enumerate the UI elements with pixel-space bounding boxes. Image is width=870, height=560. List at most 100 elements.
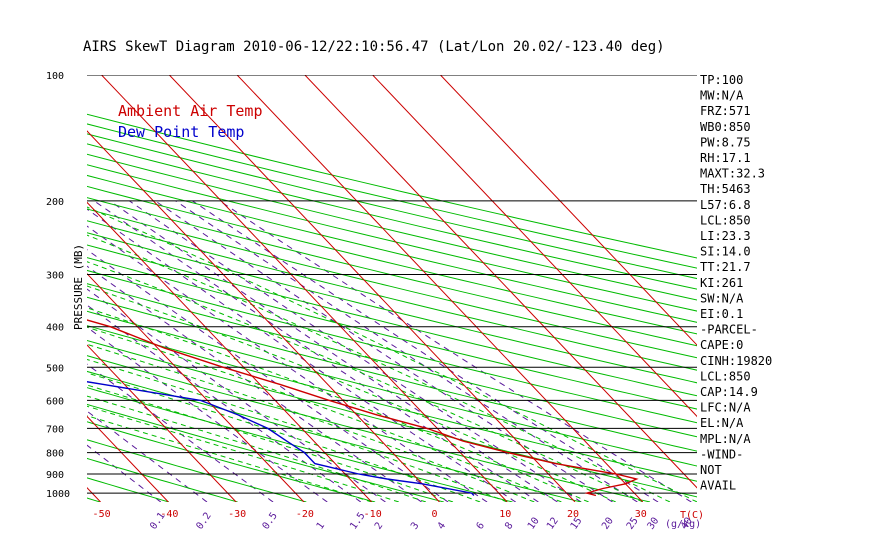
pressure-tick: 600 <box>46 396 64 407</box>
mixing-ratio-line <box>87 208 516 502</box>
pressure-tick: 400 <box>46 323 64 334</box>
bottom-temperature-tick: 10 <box>499 509 511 520</box>
bottom-temperature-tick: -20 <box>296 509 314 520</box>
dry-adiabats <box>87 113 697 502</box>
mixing-ratio-unit: (g/kg) <box>665 519 701 530</box>
dry-adiabat-line <box>87 339 697 498</box>
pressure-tick: 1000 <box>46 489 70 500</box>
moist-adiabat-line <box>87 234 671 502</box>
dry-adiabat-line <box>87 232 697 384</box>
ambient-air-temp-line <box>87 319 639 497</box>
y-axis-label: PRESSURE (MB) <box>72 244 85 330</box>
stat-item: EL:N/A <box>700 416 744 430</box>
dry-adiabat-line <box>87 197 697 347</box>
stat-item: SW:N/A <box>700 291 744 305</box>
pressure-tick: 300 <box>46 271 64 282</box>
stat-item: WB0:850 <box>700 120 751 134</box>
moist-adiabat-line <box>87 285 616 502</box>
isotherm-line <box>87 201 373 502</box>
isobars <box>87 75 697 494</box>
dry-adiabat-line <box>87 257 697 410</box>
dry-adiabat-line <box>87 370 582 502</box>
stat-item: LCL:850 <box>700 369 751 383</box>
diagram-grid <box>87 75 697 502</box>
mixing-ratio-line <box>109 200 558 502</box>
bottom-temperature-tick: -40 <box>160 509 178 520</box>
stat-item: PW:8.75 <box>700 135 751 149</box>
isotherm-line <box>304 75 697 489</box>
mixing-ratio-line <box>87 326 328 502</box>
dry-adiabat-line <box>87 220 697 371</box>
stat-item: MW:N/A <box>700 89 744 103</box>
mixing-ratio-tick: 1 <box>315 520 327 531</box>
mixing-ratio-tick: 0.5 <box>261 511 280 532</box>
dry-adiabat-line <box>87 208 697 359</box>
stat-item: TT:21.7 <box>700 260 751 274</box>
dry-adiabat-line <box>87 153 697 301</box>
stat-item: EI:0.1 <box>700 307 743 321</box>
dry-adiabat-line <box>87 174 697 323</box>
stat-item: MAXT:32.3 <box>700 167 765 181</box>
pressure-ticks: 100 200 300 400 500 600 700 800 900 1000 <box>46 71 70 500</box>
sounding-profiles <box>87 319 639 497</box>
dry-adiabat-line <box>87 244 697 397</box>
isotherm-line <box>87 344 237 502</box>
stat-item: SI:14.0 <box>700 245 751 259</box>
dry-adiabat-line <box>87 387 513 502</box>
stat-item: TH:5463 <box>700 182 751 196</box>
mixing-ratio-tick: 4 <box>436 520 448 531</box>
dry-adiabat-line <box>87 497 101 502</box>
dry-adiabat-line <box>87 133 697 280</box>
bottom-temperature-tick: -30 <box>228 509 246 520</box>
moist-adiabat-line <box>87 307 589 502</box>
stat-item: MPL:N/A <box>700 432 751 446</box>
pressure-tick: 900 <box>46 470 64 481</box>
isotherm-line <box>236 75 644 502</box>
dew-point-temp-line <box>87 381 475 496</box>
dry-adiabat-line <box>87 439 307 502</box>
dry-adiabat-line <box>87 164 697 312</box>
mixing-ratio-line <box>192 200 659 502</box>
mixing-ratio-line <box>87 225 488 502</box>
moist-adiabat-line <box>87 326 562 502</box>
bottom-temperature-unit: T(C) <box>680 510 704 521</box>
mixing-ratio-line <box>87 363 274 502</box>
mixing-ratio-tick: 6 <box>475 520 487 531</box>
isotherm-line <box>87 130 440 502</box>
mixing-ratio-line <box>219 200 692 502</box>
mixing-ratio-line <box>87 304 362 502</box>
dry-adiabat-line <box>87 421 376 502</box>
pressure-tick: 100 <box>46 71 64 82</box>
isotherm-line <box>168 75 576 502</box>
dry-adiabat-line <box>87 113 697 259</box>
stat-item: CAPE:0 <box>700 338 743 352</box>
mixing-ratio-tick: 20 <box>600 516 616 532</box>
dry-adiabat-line <box>87 123 697 269</box>
mixing-ratio-tick: 8 <box>503 520 515 531</box>
stat-item: TP:100 <box>700 73 743 87</box>
isotherm-line <box>101 75 508 502</box>
moist-adiabat-line <box>87 206 697 502</box>
chart-title: AIRS SkewT Diagram 2010-06-12/22:10:56.4… <box>83 39 665 55</box>
pressure-tick: 200 <box>46 197 64 208</box>
isotherm-line <box>372 75 697 418</box>
bottom-temperature-tick: -10 <box>364 509 382 520</box>
stat-item: LI:23.3 <box>700 229 751 243</box>
legend-dew-point-temp: Dew Point Temp <box>118 123 244 141</box>
stat-item: CAP:14.9 <box>700 385 758 399</box>
dry-adiabat-line <box>87 457 238 502</box>
mixing-ratio-line <box>87 265 422 502</box>
mixing-ratio-line <box>154 200 613 502</box>
mixing-ratio-line <box>87 288 386 502</box>
isotherms <box>87 75 697 502</box>
dry-adiabat-line <box>87 143 697 290</box>
isotherm-line <box>87 415 169 502</box>
moist-adiabat-line <box>87 384 454 502</box>
stat-item: L57:6.8 <box>700 198 751 212</box>
bottom-temperature-tick: -50 <box>93 509 111 520</box>
bottom-temperature-tick: 30 <box>635 509 647 520</box>
stat-item: LCL:850 <box>700 213 751 227</box>
legend-ambient-air-temp: Ambient Air Temp <box>118 102 263 120</box>
isotherm-line <box>87 272 305 502</box>
